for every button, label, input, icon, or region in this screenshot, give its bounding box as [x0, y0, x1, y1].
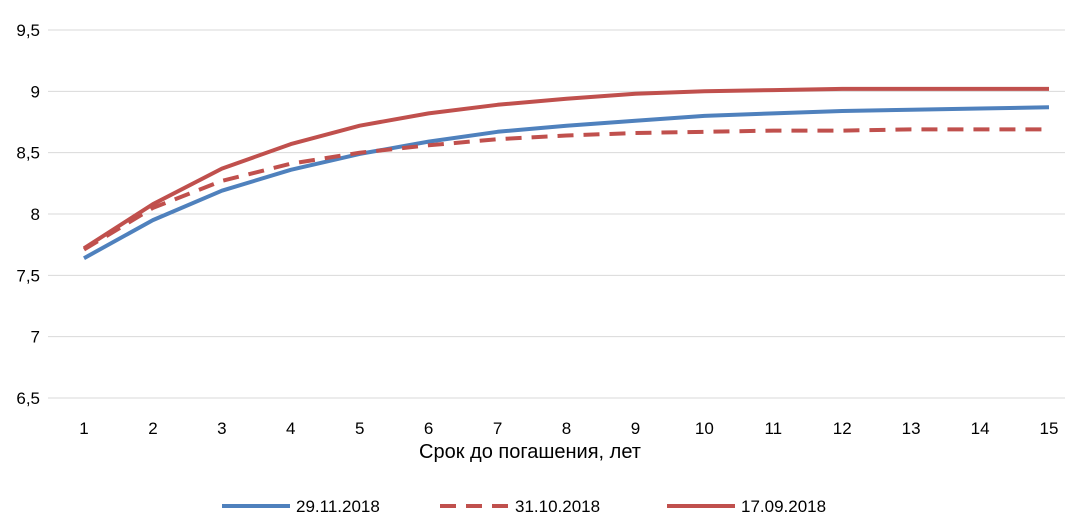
- x-tick-label: 8: [562, 419, 571, 438]
- y-tick-label: 7,5: [16, 266, 40, 285]
- series-line-2: [82, 127, 1049, 252]
- y-tick-label: 9,5: [16, 21, 40, 40]
- legend-label: 31.10.2018: [515, 497, 600, 516]
- legend: 29.11.2018 31.10.2018 17.09.2018: [222, 497, 826, 516]
- x-tick-label: 13: [902, 419, 921, 438]
- x-axis-title: Срок до погашения, лет: [419, 441, 641, 463]
- legend-label: 17.09.2018: [741, 497, 826, 516]
- x-tick-label: 3: [217, 419, 226, 438]
- series-line-1: [83, 105, 1050, 260]
- x-tick-label: 15: [1040, 419, 1059, 438]
- x-tick-label: 6: [424, 419, 433, 438]
- x-tick-label: 10: [695, 419, 714, 438]
- x-tick-label: 2: [148, 419, 157, 438]
- y-tick-label: 8: [31, 205, 40, 224]
- x-tick-label: 5: [355, 419, 364, 438]
- series-line-3: [82, 86, 1049, 250]
- x-tick-label: 7: [493, 419, 502, 438]
- y-tick-label: 8,5: [16, 144, 40, 163]
- x-axis-ticks: 1 2 3 4 5 6 7 8 9 10 11 12 13 14 15: [79, 419, 1058, 438]
- gridlines: [48, 29, 1065, 399]
- y-axis-ticks: 6,5 7 7,5 8 8,5 9 9,5: [16, 21, 40, 408]
- y-tick-label: 6,5: [16, 389, 40, 408]
- x-tick-label: 1: [79, 419, 88, 438]
- x-tick-label: 12: [833, 419, 852, 438]
- x-tick-label: 4: [286, 419, 295, 438]
- x-tick-label: 11: [764, 419, 782, 438]
- y-tick-label: 9: [31, 82, 40, 101]
- x-tick-label: 9: [631, 419, 640, 438]
- y-tick-label: 7: [31, 328, 40, 347]
- series-lines: [82, 86, 1050, 260]
- x-tick-label: 14: [971, 419, 990, 438]
- legend-label: 29.11.2018: [296, 497, 380, 516]
